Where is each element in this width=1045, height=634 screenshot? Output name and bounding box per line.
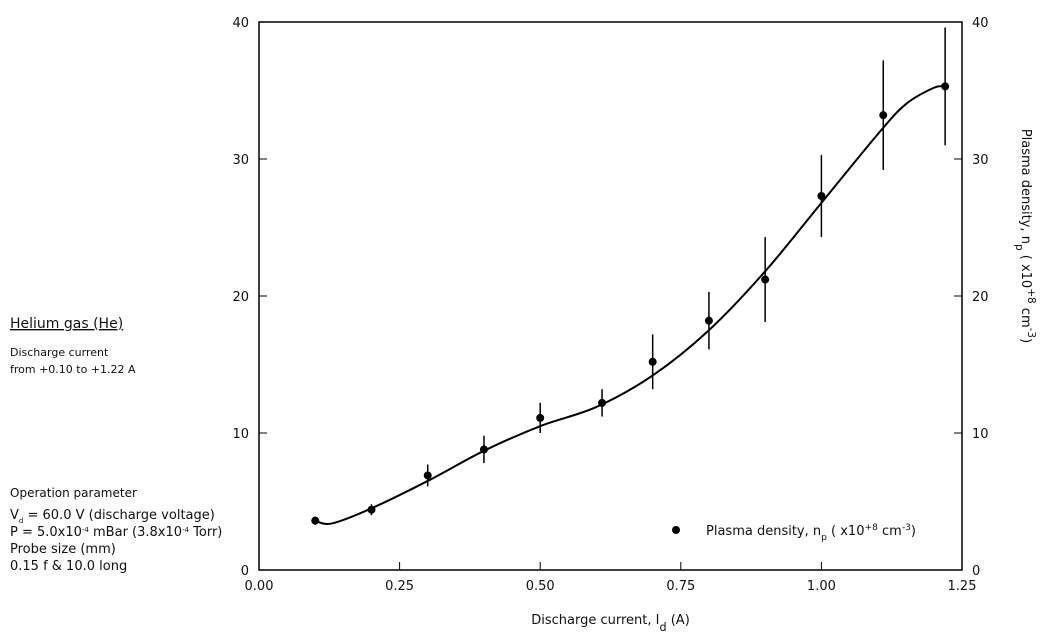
data-point <box>648 357 657 366</box>
param-note: Probe size (mm) <box>10 542 116 557</box>
data-point <box>941 82 950 91</box>
y2-axis-label-part: -3 <box>1025 328 1037 338</box>
x-axis-label-part: (A) <box>667 613 690 628</box>
param-note-part: 0.15 f & 10.0 long <box>10 559 127 574</box>
legend-label-part: -3 <box>902 523 911 533</box>
y2-tick-label: 40 <box>972 16 989 31</box>
data-point <box>311 516 320 525</box>
legend-label-part: Plasma density, n <box>706 524 821 539</box>
legend-label-part: +8 <box>864 523 878 533</box>
x-tick-label: 1.25 <box>948 579 977 594</box>
param-note-part: -4 <box>82 526 90 534</box>
data-point <box>761 275 770 284</box>
legend-label-part: cm <box>878 524 902 539</box>
current-note: from +0.10 to +1.22 A <box>10 363 136 376</box>
param-note-part: = 60.0 V (discharge voltage) <box>23 508 214 523</box>
y2-tick-label: 0 <box>972 564 980 579</box>
x-tick-label: 0.00 <box>245 579 274 594</box>
legend-label-part: p <box>821 533 827 543</box>
y2-axis-label-part: Plasma density, n <box>1018 129 1033 244</box>
param-note-part: Torr) <box>189 525 222 540</box>
y-tick-label: 20 <box>232 290 249 305</box>
data-point <box>879 111 888 120</box>
y2-tick-label: 20 <box>972 290 989 305</box>
y2-tick-label: 10 <box>972 427 989 442</box>
fit-curve <box>314 85 946 525</box>
data-point <box>367 505 376 514</box>
param-title: Operation parameter <box>10 486 137 500</box>
y2-axis-label-part: p <box>1013 244 1025 251</box>
data-point <box>536 413 545 422</box>
param-note-part: Probe size (mm) <box>10 542 116 557</box>
data-point <box>817 191 826 200</box>
data-point <box>598 398 607 407</box>
y2-axis-label-part: ( x10 <box>1018 251 1033 289</box>
y2-axis-label: Plasma density, np ( x10+8 cm-3) <box>1013 129 1037 343</box>
gas-note: Helium gas (He) <box>10 316 123 332</box>
param-note-part: V <box>10 508 19 523</box>
legend-label-part: ( x10 <box>827 524 865 539</box>
data-point <box>423 471 432 480</box>
legend-marker <box>672 526 680 534</box>
plot-frame <box>258 21 963 571</box>
param-note: P = 5.0x10-4 mBar (3.8x10-4 Torr) <box>10 525 222 540</box>
x-tick-label: 0.50 <box>526 579 555 594</box>
legend-label-part: ) <box>911 524 916 539</box>
y-tick-label: 30 <box>232 153 249 168</box>
x-axis-label-part: Discharge current, I <box>531 613 659 628</box>
y2-axis-label-part: +8 <box>1025 288 1037 303</box>
param-note: Vd = 60.0 V (discharge voltage) <box>10 508 215 525</box>
param-note-part: P = 5.0x10 <box>10 525 82 540</box>
current-note: Discharge current <box>10 346 109 359</box>
y-tick-label: 10 <box>232 427 249 442</box>
x-tick-label: 1.00 <box>807 579 836 594</box>
x-axis-label: Discharge current, Id (A) <box>531 613 690 634</box>
param-note-part: d <box>19 517 23 525</box>
x-axis-label-part: d <box>659 621 666 634</box>
y2-axis-label-part: ) <box>1018 338 1033 343</box>
param-note-part: -4 <box>182 526 190 534</box>
x-tick-label: 0.25 <box>385 579 414 594</box>
x-tick-label: 0.75 <box>666 579 695 594</box>
legend-label: Plasma density, np ( x10+8 cm-3) <box>706 523 916 543</box>
y2-axis-label-part: cm <box>1018 304 1033 328</box>
y2-tick-label: 30 <box>972 153 989 168</box>
param-note: 0.15 f & 10.0 long <box>10 559 127 574</box>
param-note-part: mBar (3.8x10 <box>89 525 182 540</box>
y-tick-label: 40 <box>232 16 249 31</box>
data-point <box>704 316 713 325</box>
data-point <box>479 445 488 454</box>
y-tick-label: 0 <box>241 564 249 579</box>
